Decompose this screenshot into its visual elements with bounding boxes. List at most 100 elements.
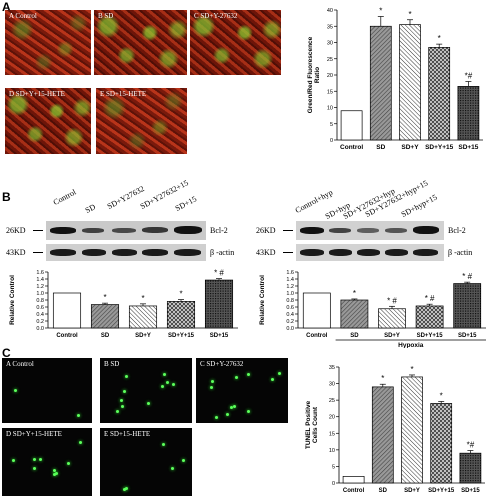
- micrograph-label: E SD+15-HETE: [104, 430, 151, 438]
- band: [50, 249, 76, 256]
- group-label: Hypoxia: [398, 342, 424, 348]
- fluorescent-cell: [12, 458, 16, 462]
- y-tick-label: 30: [329, 382, 335, 388]
- y-tick-label: 40: [327, 8, 333, 14]
- western-blot-right: Control+hyp SD+hyp SD+Y27632+hyp SD+Y276…: [250, 178, 492, 301]
- micrograph-label: D SD+Y+15-HETE: [6, 430, 62, 438]
- protein-label-actin: β -actin: [448, 248, 473, 257]
- bar: [453, 283, 482, 329]
- bar: [401, 376, 423, 484]
- y-tick-label: 15: [327, 89, 333, 95]
- x-tick-label: SD+15: [458, 144, 478, 151]
- fluorescent-cell: [124, 374, 128, 378]
- blot-strip-bcl2: [46, 221, 206, 240]
- y-tick-label: 0.2: [36, 319, 44, 325]
- micrograph-a-control: A Control: [5, 10, 91, 75]
- y-tick-label: 20: [329, 415, 335, 421]
- fluorescent-cell: [54, 471, 58, 475]
- x-tick-label: SD+Y+15: [425, 144, 454, 151]
- y-tick-label: 0: [332, 481, 335, 487]
- x-tick-label: SD: [379, 488, 388, 494]
- band: [413, 249, 438, 256]
- y-tick-label: 0.6: [36, 305, 44, 311]
- significance-marker: *: [103, 293, 106, 302]
- y-axis-label: Green/Red FluorescenceRatio: [307, 36, 321, 113]
- x-tick-label: SD+Y+15: [417, 333, 444, 339]
- band: [50, 227, 76, 234]
- x-tick-label: Control: [343, 488, 365, 494]
- band: [142, 227, 168, 233]
- y-tick-label: 15: [329, 431, 335, 437]
- panel-label-a: A: [2, 0, 11, 14]
- micrograph-label: B SD: [98, 12, 114, 20]
- fluorescent-cell: [146, 402, 150, 406]
- bar: [342, 476, 365, 484]
- micrograph-label: C SD+Y-27632: [200, 360, 244, 368]
- y-tick-label: 25: [329, 398, 335, 404]
- x-tick-label: SD+Y: [384, 333, 400, 339]
- band: [174, 249, 201, 256]
- kd-arrow: [33, 252, 43, 253]
- band: [329, 249, 352, 256]
- kd-arrow: [283, 252, 293, 253]
- x-tick-label: SD+15: [461, 488, 480, 494]
- significance-marker: *: [381, 374, 384, 383]
- band: [174, 226, 202, 234]
- fluorescent-cell: [230, 405, 234, 409]
- fluorescent-cell: [166, 380, 170, 384]
- y-tick-label: 10: [329, 448, 335, 454]
- y-tick-label: 0.6: [286, 305, 294, 311]
- significance-marker: *: [410, 365, 413, 374]
- x-tick-label: SD: [376, 144, 385, 151]
- bar: [428, 47, 451, 141]
- bar: [166, 301, 196, 329]
- bar: [399, 24, 421, 141]
- y-tick-label: 0.8: [36, 298, 44, 304]
- significance-marker: *: [408, 10, 411, 19]
- significance-marker: *: [440, 391, 443, 400]
- y-tick-label: 1.0: [36, 291, 44, 297]
- bar: [204, 279, 234, 329]
- band: [300, 227, 324, 234]
- x-tick-label: SD+15: [458, 333, 477, 339]
- band: [300, 249, 324, 256]
- chart-tunel-count: 0 5 10 15 20 25 30 35 TUNEL PositiveCells Count C…: [305, 365, 485, 494]
- fluorescent-cell: [225, 412, 229, 416]
- y-tick-label: 1.6: [36, 270, 44, 276]
- x-tick-label: SD+15: [210, 333, 229, 339]
- y-tick-label: 35: [329, 365, 335, 371]
- x-tick-label: SD: [101, 333, 110, 339]
- lane-label: Control: [51, 187, 78, 207]
- bar: [90, 304, 120, 329]
- micrograph-label: C SD+Y-27632: [194, 12, 238, 20]
- y-tick-label: 1.2: [36, 284, 44, 290]
- x-tick-label: SD+Y+15: [168, 333, 195, 339]
- bar: [378, 308, 406, 329]
- y-tick-label: 10: [327, 106, 333, 112]
- y-tick-label: 1.2: [286, 284, 294, 290]
- chart-fluorescence-ratio: 0 5 10 15 20 25 30 35 40 Green/Red FluorescenceRa…: [307, 7, 483, 151]
- y-tick-label: 0: [330, 138, 333, 144]
- micrograph-label: E SD+15-HETE: [100, 90, 147, 98]
- fluorescent-cell: [77, 414, 81, 418]
- band: [82, 228, 104, 233]
- y-axis-label: Relative Control: [259, 275, 266, 325]
- micrograph-a-sd-y27632: C SD+Y-27632: [190, 10, 281, 75]
- band: [142, 249, 168, 256]
- chart-bcl2-normoxia: 0.00.20.40.60.81.01.21.41.6 Relative Cont…: [9, 269, 238, 339]
- micrograph-label: A Control: [9, 12, 37, 20]
- panel-label-b: B: [2, 190, 11, 204]
- y-tick-label: 5: [332, 464, 335, 470]
- fluorescent-cell: [38, 457, 42, 461]
- y-tick-label: 1.0: [286, 291, 294, 297]
- fluorescent-cell: [78, 441, 82, 445]
- band: [112, 228, 136, 233]
- micrograph-a-sd: B SD: [94, 10, 187, 75]
- band: [385, 228, 407, 233]
- micrograph-c-control: A Control: [2, 358, 92, 423]
- y-tick-label: 0.0: [36, 326, 44, 332]
- fluorescent-cell: [171, 383, 175, 387]
- significance-marker: *: [141, 294, 144, 303]
- bar: [457, 86, 480, 141]
- protein-label-actin: β -actin: [210, 248, 235, 257]
